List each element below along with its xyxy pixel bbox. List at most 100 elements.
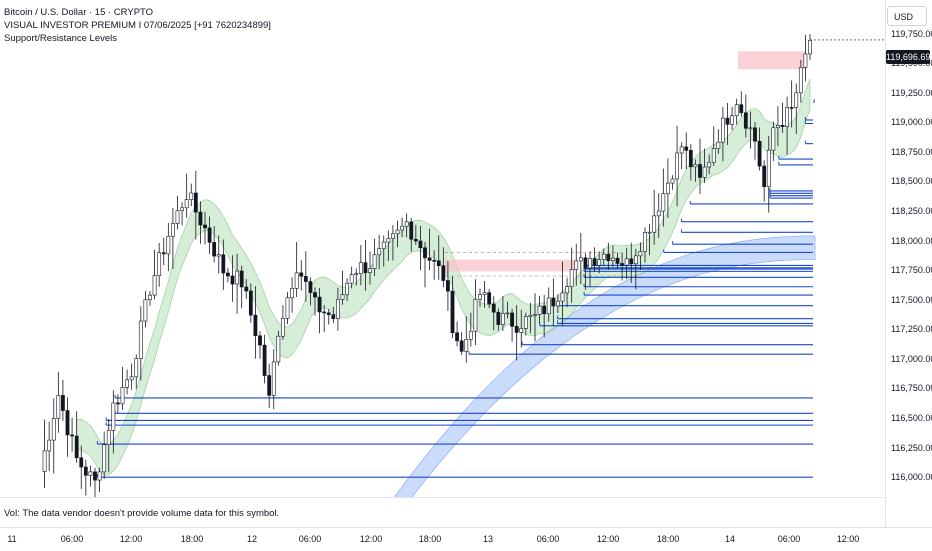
candle-body xyxy=(203,224,207,229)
candle-body xyxy=(129,376,134,381)
candle-body xyxy=(670,178,675,184)
candle-body xyxy=(519,328,524,333)
candle-body xyxy=(106,430,111,445)
candle-body xyxy=(377,248,382,256)
candle-body xyxy=(423,247,427,259)
candle-body xyxy=(505,312,510,315)
price-tick: 118,250.00 xyxy=(891,206,932,217)
candle-body xyxy=(427,257,432,261)
candle-body xyxy=(675,152,679,180)
time-axis[interactable] xyxy=(0,527,932,551)
candle-body xyxy=(766,149,771,187)
candle-body xyxy=(244,286,249,292)
candle-body xyxy=(212,242,217,257)
indicator-label[interactable]: Support/Resistance Levels xyxy=(4,33,118,44)
candle-body xyxy=(491,303,496,313)
price-tick: 118,750.00 xyxy=(891,146,932,157)
price-tick: 118,000.00 xyxy=(891,235,932,246)
candle-body xyxy=(611,257,615,262)
candle-body xyxy=(643,232,647,252)
candle-body xyxy=(459,340,464,352)
candle-body xyxy=(409,221,414,240)
candle-body xyxy=(308,281,313,293)
candle-body xyxy=(271,361,276,396)
candle-body xyxy=(221,254,226,274)
time-tick: 06:00 xyxy=(298,534,322,544)
candle-body xyxy=(565,286,569,294)
candle-body xyxy=(285,297,290,319)
candle-body xyxy=(42,450,47,472)
candle-body xyxy=(395,229,400,235)
candle-body xyxy=(157,252,162,276)
candle-body xyxy=(450,290,455,334)
candle-body xyxy=(386,238,391,243)
candle-body xyxy=(446,280,450,292)
candle-body xyxy=(629,258,634,265)
candle-body xyxy=(303,275,308,282)
time-tick: 12:00 xyxy=(836,534,860,544)
candle-body xyxy=(161,252,166,255)
time-tick: 18:00 xyxy=(656,534,680,544)
price-chart[interactable] xyxy=(0,0,885,497)
candle-body xyxy=(780,125,785,127)
candle-body xyxy=(473,299,478,332)
candle-body xyxy=(798,67,803,94)
candle-body xyxy=(556,300,560,307)
price-tick: 119,250.00 xyxy=(891,87,932,98)
candle-body xyxy=(331,314,336,319)
candle-body xyxy=(97,471,102,481)
candle-body xyxy=(226,272,230,277)
candle-body xyxy=(620,263,624,266)
candle-body xyxy=(496,311,501,325)
time-tick: 14 xyxy=(724,534,736,544)
volume-pane[interactable] xyxy=(0,497,885,528)
candle-body xyxy=(789,107,794,109)
candle-body xyxy=(340,294,345,300)
candle-body xyxy=(762,165,767,187)
candle-body xyxy=(299,272,304,277)
candle-body xyxy=(418,240,423,249)
candle-body xyxy=(152,275,157,296)
candle-body xyxy=(551,297,556,307)
candle-body xyxy=(523,316,528,329)
chart-subtitle: VISUAL INVESTOR PREMIUM I 07/06/2025 [+9… xyxy=(4,20,271,31)
time-tick: 06:00 xyxy=(536,534,560,544)
candle-body xyxy=(336,298,340,319)
candle-body xyxy=(739,104,744,114)
candle-body xyxy=(363,262,368,274)
candle-body xyxy=(771,127,776,151)
candle-body xyxy=(633,255,638,265)
resistance-zone xyxy=(445,259,575,272)
volume-message: Vol: The data vendor doesn't provide vol… xyxy=(4,508,280,519)
candle-body xyxy=(455,332,459,342)
price-tick: 117,750.00 xyxy=(891,265,932,276)
candle-body xyxy=(583,257,588,269)
candle-body xyxy=(413,238,418,242)
candle-body xyxy=(560,292,565,302)
candle-body xyxy=(230,275,235,285)
candle-body xyxy=(47,439,52,452)
candle-body xyxy=(785,107,789,127)
candle-body xyxy=(578,257,583,262)
candle-body xyxy=(56,395,61,419)
candle-body xyxy=(93,471,97,481)
candle-body xyxy=(514,326,519,333)
candle-body xyxy=(184,199,189,209)
currency-selector[interactable]: USD xyxy=(887,6,927,26)
candle-body xyxy=(51,418,56,441)
candle-body xyxy=(148,294,152,301)
candle-body xyxy=(693,164,698,168)
candle-body xyxy=(574,260,579,270)
candle-body xyxy=(381,241,386,249)
candle-body xyxy=(478,294,482,300)
candle-body xyxy=(721,117,725,143)
candle-body xyxy=(258,335,262,346)
price-scale[interactable] xyxy=(885,0,932,527)
candle-body xyxy=(698,164,702,178)
time-tick: 12:00 xyxy=(119,534,143,544)
candle-body xyxy=(707,161,712,168)
candle-body xyxy=(189,192,194,200)
candle-body xyxy=(601,253,606,260)
symbol-title[interactable]: Bitcoin / U.S. Dollar · 15 · CRYPTO xyxy=(4,7,154,18)
candle-body xyxy=(248,290,253,316)
